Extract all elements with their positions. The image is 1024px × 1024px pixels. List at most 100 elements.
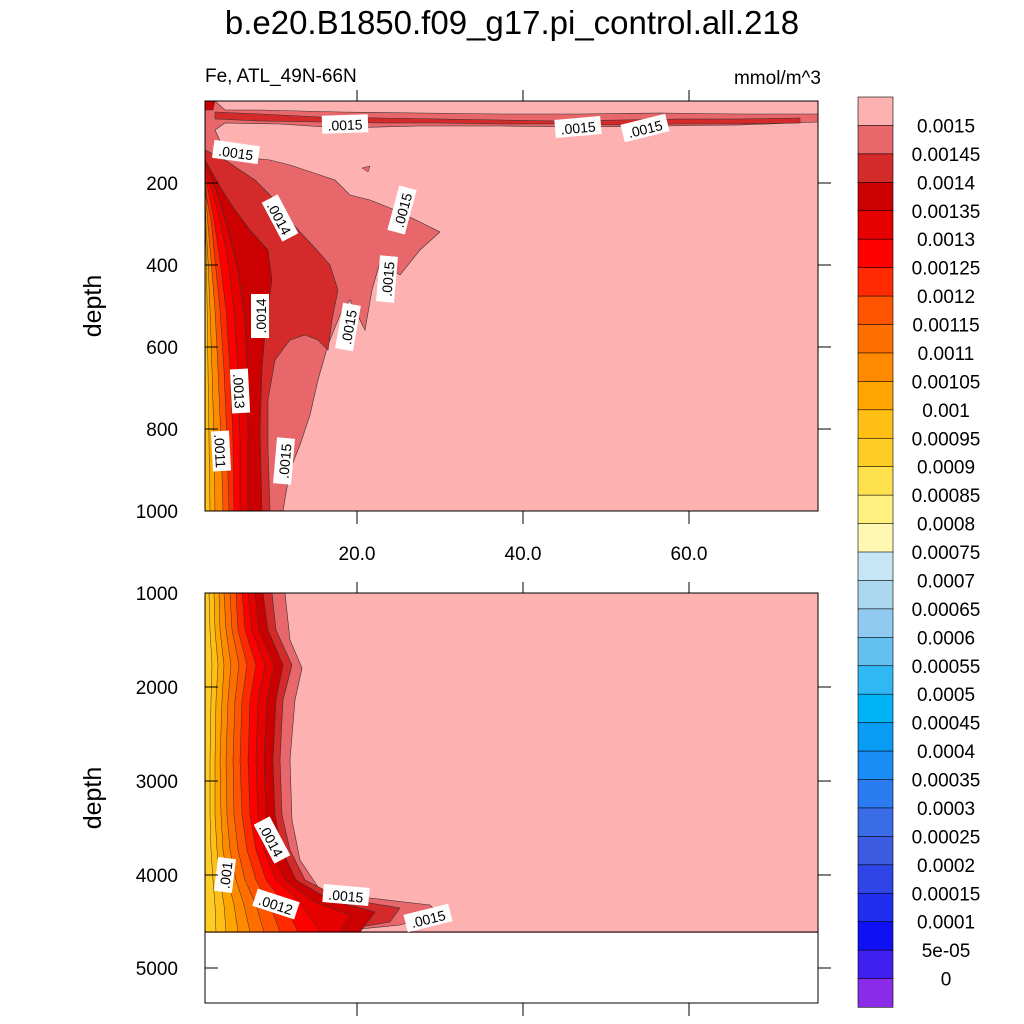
colorbar-swatch	[857, 892, 894, 923]
colorbar-label: 0.00085	[912, 486, 981, 507]
colorbar-label: 0.00055	[912, 657, 981, 678]
colorbar-label: 0.0008	[917, 515, 975, 536]
colorbar-label: 0.00025	[912, 827, 981, 848]
colorbar-swatch	[857, 352, 894, 382]
colorbar: 0.0015 0.00145 0.0014 0.00135 0.0013 0.00125 0…	[857, 96, 981, 1008]
colorbar-swatch	[857, 182, 894, 212]
colorbar-swatch	[857, 551, 894, 582]
upper-speck	[361, 165, 371, 173]
colorbar-swatch	[857, 494, 894, 525]
colorbar-label: 0.0009	[917, 458, 975, 479]
y-tick-label: 600	[146, 338, 178, 359]
colorbar-swatch	[857, 96, 894, 127]
y-tick-label: 3000	[136, 772, 178, 793]
colorbar-swatch	[857, 608, 894, 638]
colorbar-swatch	[857, 921, 894, 951]
colorbar-swatch	[857, 807, 894, 837]
colorbar-label: 0.0011	[918, 344, 975, 365]
lower-axes-ticks	[205, 582, 831, 1016]
upper-y-tick-labels: 200 400 600 800 1000	[136, 174, 178, 523]
colorbar-swatch	[857, 125, 894, 155]
colorbar-label: 0.0004	[917, 742, 976, 763]
colorbar-label: 0.0013	[917, 230, 975, 251]
colorbar-label: 0.00125	[912, 259, 981, 280]
colorbar-label: 0.00135	[912, 202, 981, 223]
x-tick-label: 40.0	[505, 544, 542, 565]
colorbar-label: 0.0015	[917, 116, 975, 137]
x-tick-label: 20.0	[339, 544, 376, 565]
colorbar-swatch	[857, 949, 894, 980]
y-tick-label: 1000	[136, 502, 178, 523]
colorbar-label: 0.00145	[912, 145, 981, 166]
colorbar-swatch	[857, 523, 894, 553]
colorbar-label: 0.0001	[917, 913, 975, 934]
colorbar-swatch	[857, 637, 894, 667]
y-tick-label: 400	[146, 256, 178, 277]
colorbar-swatch	[857, 381, 894, 411]
upper-contour-label: .0014	[253, 298, 269, 333]
colorbar-swatch	[857, 836, 894, 866]
y-tick-label: 200	[146, 174, 178, 195]
colorbar-swatch	[857, 750, 894, 781]
colorbar-label: 0.0014	[917, 173, 976, 194]
colorbar-swatch	[857, 238, 894, 269]
x-tick-label: 60.0	[671, 544, 708, 565]
upper-plot-frame	[204, 100, 819, 512]
upper-contour-00145	[205, 101, 818, 511]
colorbar-label: 0.0007	[917, 571, 975, 592]
colorbar-swatch	[857, 580, 894, 610]
colorbar-swatch	[857, 722, 894, 752]
colorbar-swatch	[857, 437, 894, 468]
lower-y-tick-labels: 1000 2000 3000 4000 5000	[136, 584, 178, 980]
upper-contour-label: .0015	[217, 143, 254, 164]
upper-x-tick-labels: 20.0 40.0 60.0	[339, 544, 708, 565]
y-tick-label: 5000	[136, 959, 178, 980]
variable-region-label: Fe, ATL_49N-66N	[205, 66, 357, 87]
upper-surface-speck	[205, 101, 216, 111]
colorbar-label: 0.00115	[912, 316, 979, 337]
colorbar-label: 0.00065	[912, 600, 981, 621]
colorbar-swatch	[857, 864, 894, 894]
colorbar-swatch	[857, 409, 894, 439]
upper-contour-0009	[205, 209, 211, 511]
colorbar-swatch	[857, 267, 894, 297]
upper-panel	[205, 101, 818, 511]
chart-title: b.e20.B1850.f09_g17.pi_control.all.218	[224, 4, 800, 41]
upper-contour-label: .0015	[338, 308, 360, 345]
lower-plot-frame	[204, 592, 819, 1004]
colorbar-swatch	[857, 295, 894, 326]
lower-panel	[205, 593, 818, 1003]
lower-contour-label: .001	[216, 860, 235, 889]
y-tick-label: 2000	[136, 678, 178, 699]
colorbar-label: 0	[941, 970, 952, 991]
colorbar-label: 0.00015	[912, 884, 981, 905]
colorbar-swatch	[857, 665, 894, 695]
lower-y-axis-label: depth	[79, 767, 107, 830]
colorbar-label: 0.00105	[912, 372, 981, 393]
colorbar-label: 0.00045	[912, 714, 981, 735]
upper-contour-label: .0015	[275, 443, 294, 480]
y-tick-label: 800	[146, 420, 178, 441]
colorbar-label: 0.0012	[917, 287, 975, 308]
colorbar-swatch	[857, 693, 894, 724]
colorbar-label: 0.0005	[917, 685, 975, 706]
upper-contour-label: .0015	[560, 118, 597, 137]
colorbar-label: 0.00035	[912, 771, 981, 792]
upper-contour-label: .0015	[378, 261, 397, 298]
colorbar-swatch	[857, 210, 894, 240]
upper-contour-label: .0011	[211, 434, 229, 469]
units-label: mmol/m^3	[733, 68, 821, 89]
colorbar-label: 0.001	[922, 401, 970, 422]
colorbar-label: 0.0006	[917, 628, 975, 649]
y-tick-label: 4000	[136, 866, 178, 887]
colorbar-swatch	[857, 324, 894, 354]
upper-axes-ticks	[205, 90, 831, 524]
colorbar-label: 5e-05	[922, 941, 971, 962]
upper-contour-label: .0015	[327, 116, 363, 133]
upper-contour-label: .0013	[230, 373, 248, 409]
lower-contour-label: .0015	[328, 886, 365, 905]
colorbar-label: 0.0003	[917, 799, 975, 820]
colorbar-swatch	[857, 978, 894, 1008]
colorbar-swatch	[857, 779, 894, 809]
